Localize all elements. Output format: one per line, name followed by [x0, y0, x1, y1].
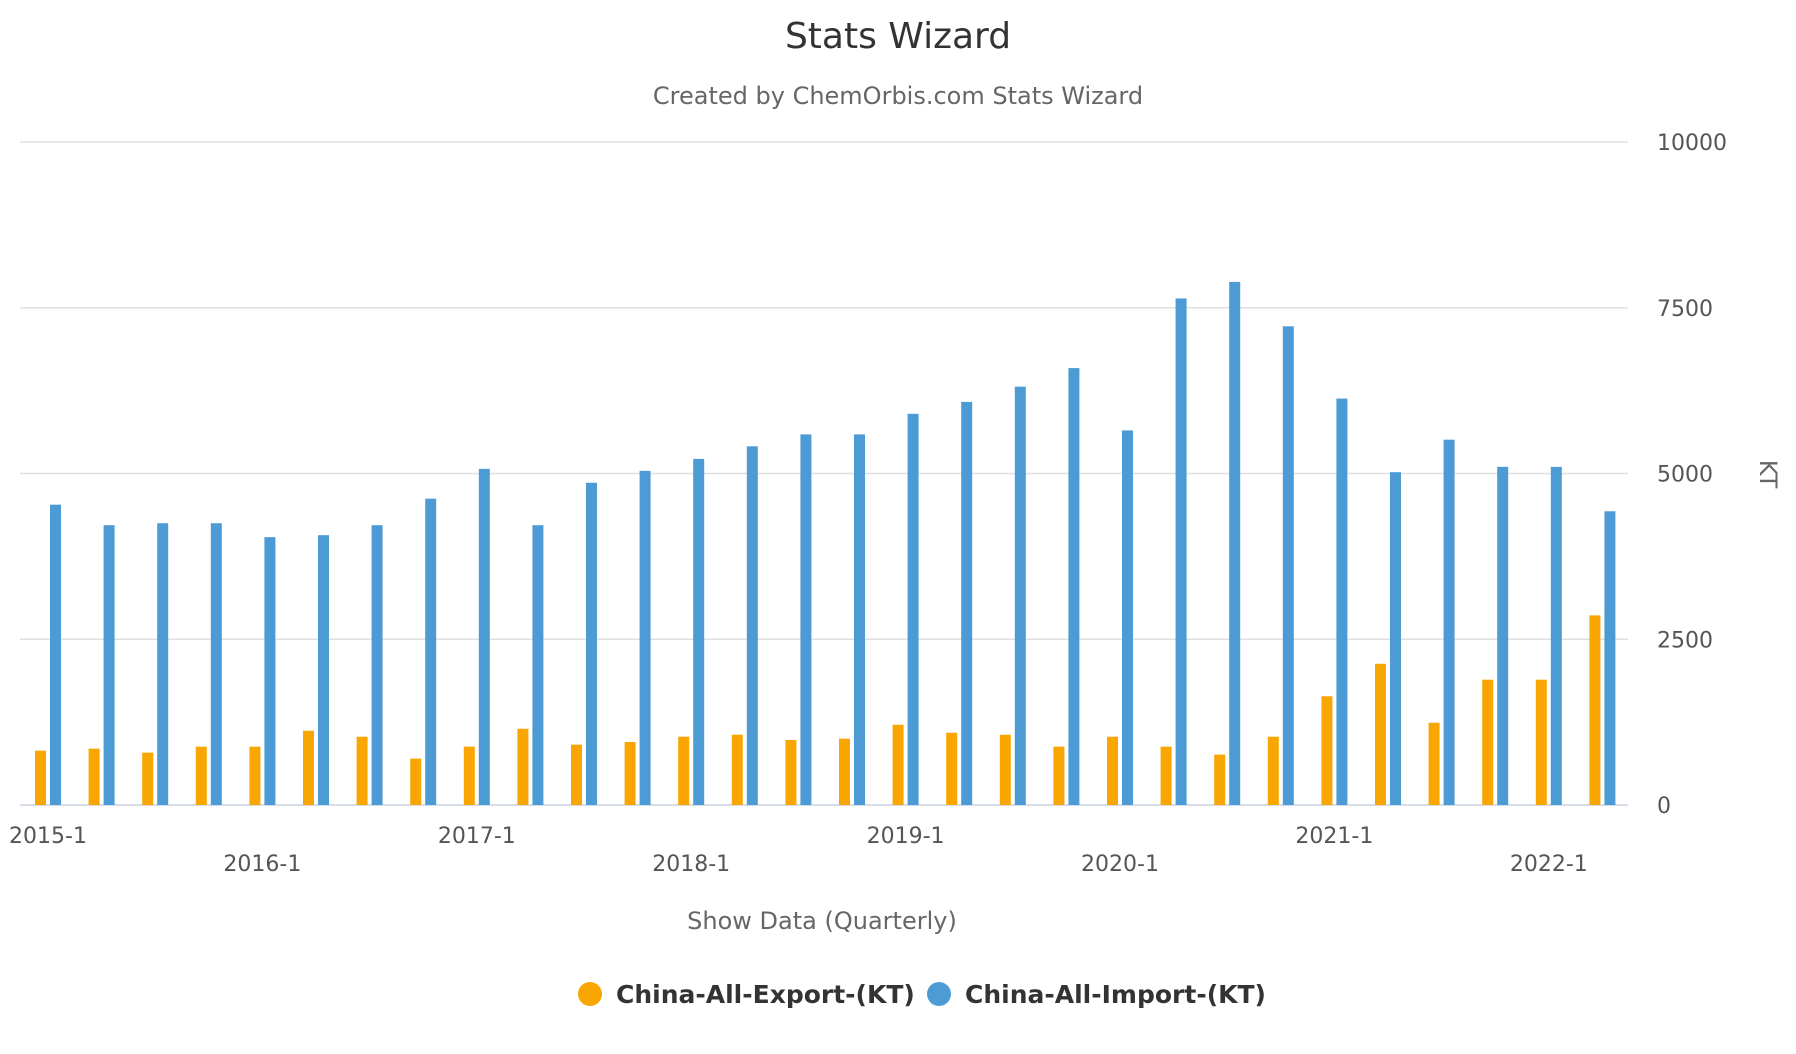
- export-bar[interactable]: [303, 730, 314, 805]
- import-bar[interactable]: [264, 537, 276, 805]
- import-bar[interactable]: [50, 504, 61, 805]
- bars: [35, 281, 1616, 805]
- legend-item[interactable]: China-All-Import-(KT): [927, 980, 1266, 1009]
- x-tick-label: 2021-1: [1295, 824, 1373, 849]
- export-bar[interactable]: [785, 740, 797, 805]
- import-bar[interactable]: [1282, 326, 1294, 805]
- import-bar[interactable]: [1122, 430, 1133, 805]
- export-bar[interactable]: [517, 728, 529, 805]
- import-bar[interactable]: [1229, 281, 1241, 805]
- import-bar[interactable]: [478, 468, 490, 805]
- export-bar[interactable]: [195, 746, 207, 805]
- legend-marker: [927, 982, 951, 1006]
- export-bar[interactable]: [1535, 679, 1547, 805]
- import-bar[interactable]: [1497, 466, 1509, 805]
- x-tick-label: 2022-1: [1510, 852, 1588, 877]
- y-tick-label: 7500: [1657, 297, 1713, 322]
- import-bar[interactable]: [800, 434, 812, 805]
- import-bar[interactable]: [693, 458, 705, 805]
- import-bar[interactable]: [586, 482, 597, 805]
- export-bar[interactable]: [1267, 736, 1279, 805]
- x-axis-title: Show Data (Quarterly): [687, 907, 957, 935]
- export-bar[interactable]: [88, 748, 100, 805]
- export-bar[interactable]: [999, 734, 1011, 805]
- y-tick-label: 5000: [1657, 463, 1713, 488]
- legend-label: China-All-Import-(KT): [965, 980, 1266, 1009]
- import-bar[interactable]: [371, 525, 383, 805]
- import-bar[interactable]: [103, 525, 115, 805]
- import-bar[interactable]: [425, 498, 437, 805]
- chart-title: Stats Wizard: [785, 16, 1011, 57]
- chart-subtitle: Created by ChemOrbis.com Stats Wizard: [653, 82, 1143, 110]
- export-bar[interactable]: [35, 750, 46, 805]
- legend[interactable]: China-All-Export-(KT) China-All-Import-(K…: [578, 980, 1266, 1009]
- export-bar[interactable]: [356, 736, 368, 805]
- import-bar[interactable]: [1068, 368, 1080, 805]
- x-tick-label: 2017-1: [438, 824, 516, 849]
- y-axis-title: KT: [1754, 460, 1782, 489]
- gridlines: [20, 141, 1628, 806]
- export-bar[interactable]: [463, 746, 475, 805]
- export-bar[interactable]: [1053, 746, 1065, 805]
- import-bar[interactable]: [210, 523, 222, 805]
- import-bar[interactable]: [1336, 398, 1348, 805]
- import-bar[interactable]: [1443, 439, 1455, 805]
- x-tick-label: 2019-1: [867, 824, 945, 849]
- import-bar[interactable]: [1390, 472, 1401, 805]
- import-bar[interactable]: [746, 446, 758, 805]
- import-bar[interactable]: [961, 401, 973, 805]
- import-bar[interactable]: [318, 535, 329, 805]
- export-bar[interactable]: [1321, 696, 1333, 805]
- import-bar[interactable]: [854, 434, 865, 805]
- export-bar[interactable]: [142, 752, 154, 805]
- export-bar[interactable]: [892, 724, 904, 805]
- export-bar[interactable]: [1107, 736, 1118, 805]
- export-bar[interactable]: [410, 758, 422, 805]
- y-tick-label: 0: [1657, 794, 1671, 819]
- export-bar[interactable]: [1428, 722, 1440, 805]
- import-bar[interactable]: [532, 525, 544, 805]
- y-tick-label: 10000: [1657, 131, 1727, 156]
- export-bar[interactable]: [1160, 746, 1172, 805]
- legend-marker: [578, 982, 602, 1006]
- import-bar[interactable]: [1550, 466, 1562, 805]
- export-bar[interactable]: [678, 736, 690, 805]
- import-bar[interactable]: [1014, 386, 1026, 805]
- y-tick-label: 2500: [1657, 628, 1713, 653]
- export-bar[interactable]: [731, 734, 743, 805]
- y-axis-ticks: 0 2500 5000 7500 10000: [1657, 131, 1727, 819]
- export-bar[interactable]: [571, 744, 582, 805]
- import-bar[interactable]: [157, 523, 169, 805]
- export-bar[interactable]: [1214, 754, 1226, 805]
- import-bar[interactable]: [1604, 511, 1616, 805]
- export-bar[interactable]: [1375, 663, 1386, 805]
- x-tick-label: 2020-1: [1081, 852, 1159, 877]
- x-tick-label: 2016-1: [223, 852, 301, 877]
- x-tick-label: 2018-1: [652, 852, 730, 877]
- import-bar[interactable]: [1175, 298, 1187, 805]
- legend-label: China-All-Export-(KT): [616, 980, 915, 1009]
- x-tick-label: 2015-1: [9, 824, 87, 849]
- export-bar[interactable]: [946, 732, 958, 805]
- import-bar[interactable]: [639, 470, 651, 805]
- import-bar[interactable]: [907, 413, 919, 805]
- legend-item[interactable]: China-All-Export-(KT): [578, 980, 915, 1009]
- export-bar[interactable]: [839, 738, 850, 805]
- x-axis-ticks: 2015-1 2016-1 2017-1 2018-1 2019-1 2020-1 2021…: [9, 824, 1588, 877]
- export-bar[interactable]: [1589, 615, 1601, 805]
- export-bar[interactable]: [249, 746, 261, 805]
- export-bar[interactable]: [1482, 679, 1494, 805]
- export-bar[interactable]: [624, 742, 636, 805]
